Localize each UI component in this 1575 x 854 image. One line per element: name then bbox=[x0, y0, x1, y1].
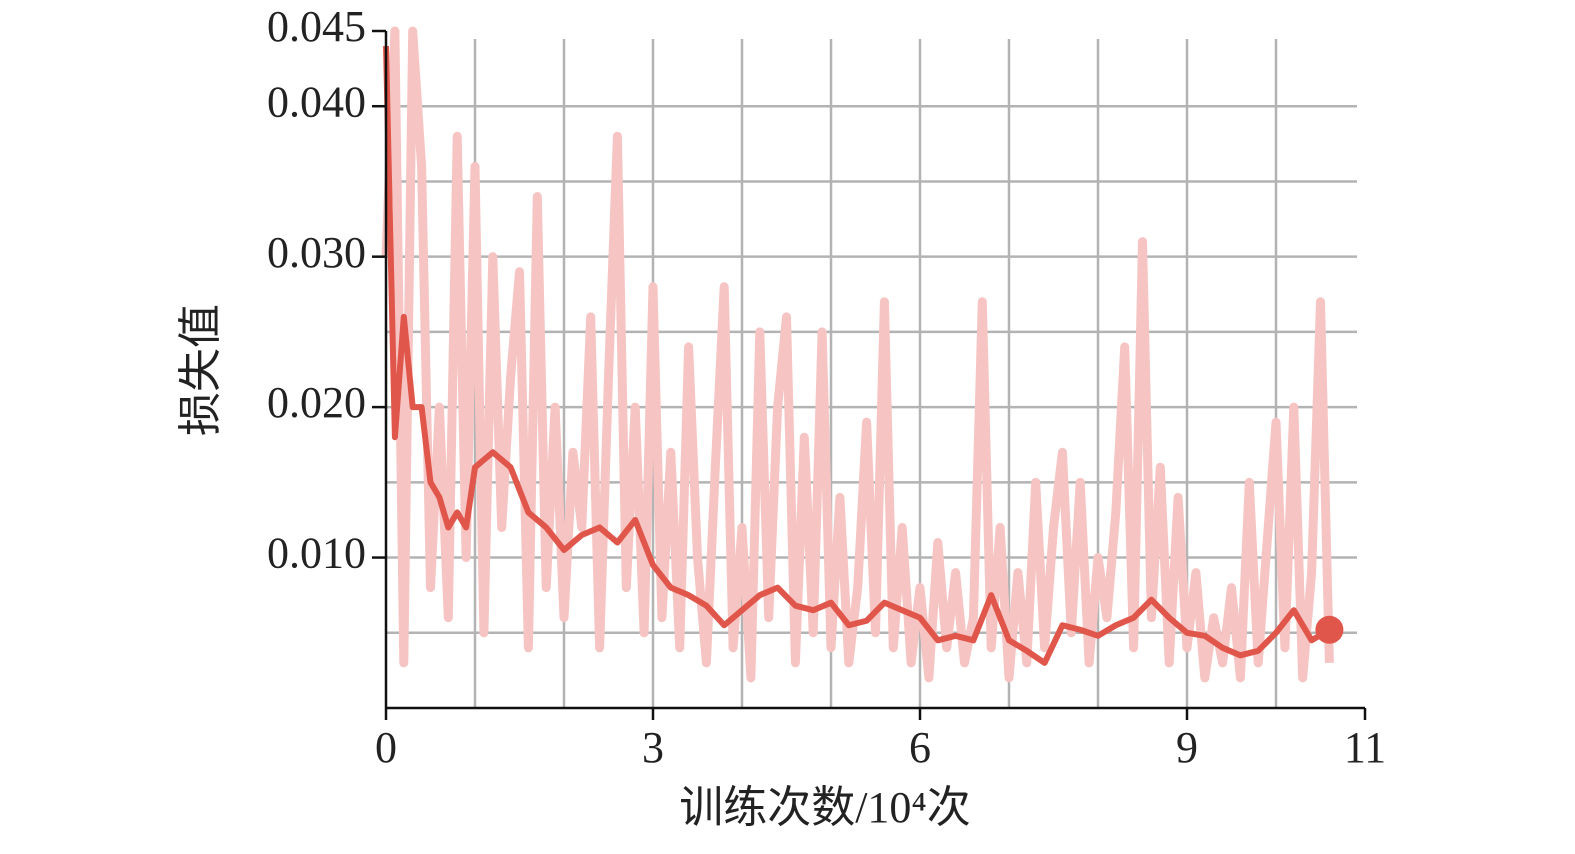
x-tick-label: 9 bbox=[1176, 723, 1198, 772]
y-tick-label: 0.010 bbox=[267, 529, 366, 578]
x-tick-label: 0 bbox=[375, 723, 397, 772]
x-tick-label: 6 bbox=[909, 723, 931, 772]
y-tick-label: 0.045 bbox=[267, 2, 366, 51]
y-axis-title: 损失值 bbox=[176, 304, 225, 436]
data-line bbox=[383, 45, 1331, 666]
x-axis-title: 训练次数/10⁴次 bbox=[679, 783, 971, 832]
data-line bbox=[381, 26, 1334, 683]
y-tick-label: 0.020 bbox=[267, 378, 366, 427]
end-marker bbox=[1315, 615, 1344, 644]
x-tick-label: 11 bbox=[1344, 723, 1386, 772]
y-tick-label: 0.030 bbox=[267, 228, 366, 277]
x-tick-label: 3 bbox=[642, 723, 664, 772]
y-tick-label: 0.040 bbox=[267, 77, 366, 126]
